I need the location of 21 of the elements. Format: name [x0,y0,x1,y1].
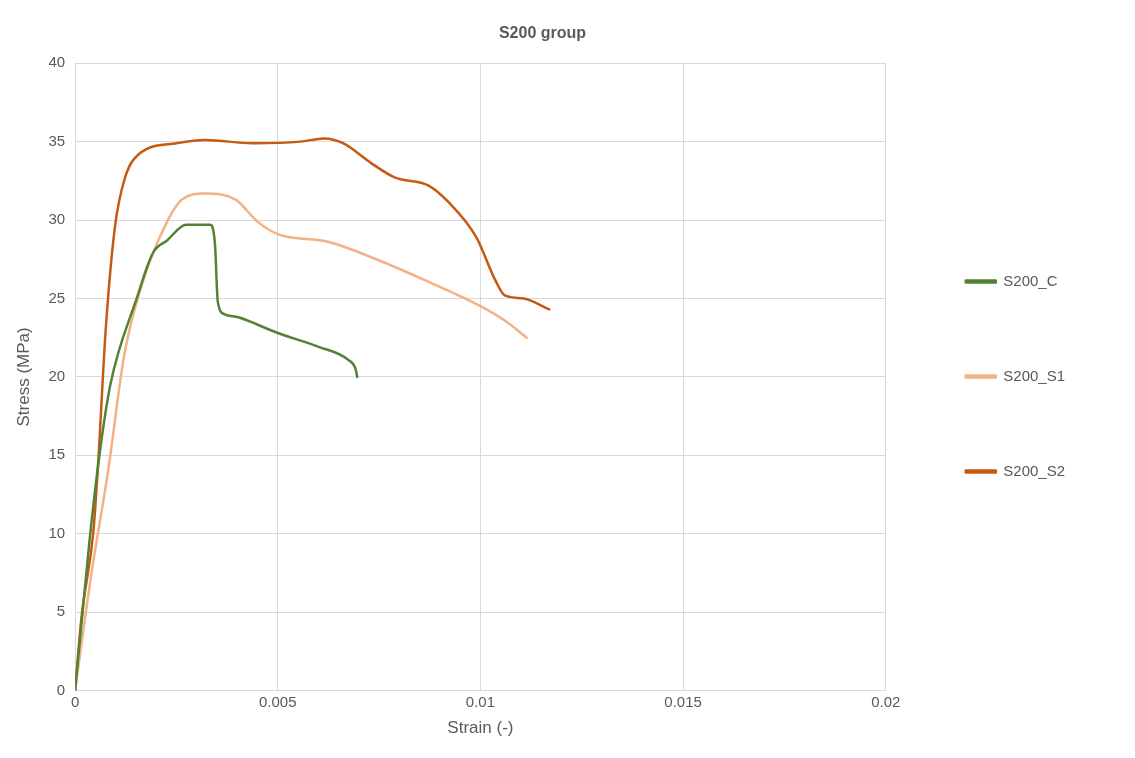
x-tick-label: 0.005 [258,692,297,710]
x-tick-label: 0.02 [871,692,901,710]
y-tick-label: 40 [48,53,66,71]
y-tick-label: 30 [48,210,66,228]
legend-label: S200_S1 [1003,366,1066,384]
y-axis-title: Stress (MPa) [13,327,33,427]
chart-title: S200 group [498,24,587,42]
x-tick-label: 0.015 [664,692,702,710]
y-tick-label: 5 [56,602,66,620]
y-tick-label: 35 [48,131,66,149]
y-tick-label: 10 [48,523,66,541]
y-tick-label: 20 [48,367,66,385]
y-tick-label: 0 [56,680,66,698]
x-tick-label: 0.01 [465,692,496,710]
legend-label: S200_C [1003,271,1058,289]
y-tick-label: 15 [48,445,66,463]
y-tick-label: 25 [48,288,66,306]
x-axis-title: Strain (-) [447,718,514,738]
legend-label: S200_S2 [1003,461,1066,479]
line-series [75,223,359,691]
x-tick-label: 0 [70,692,80,710]
